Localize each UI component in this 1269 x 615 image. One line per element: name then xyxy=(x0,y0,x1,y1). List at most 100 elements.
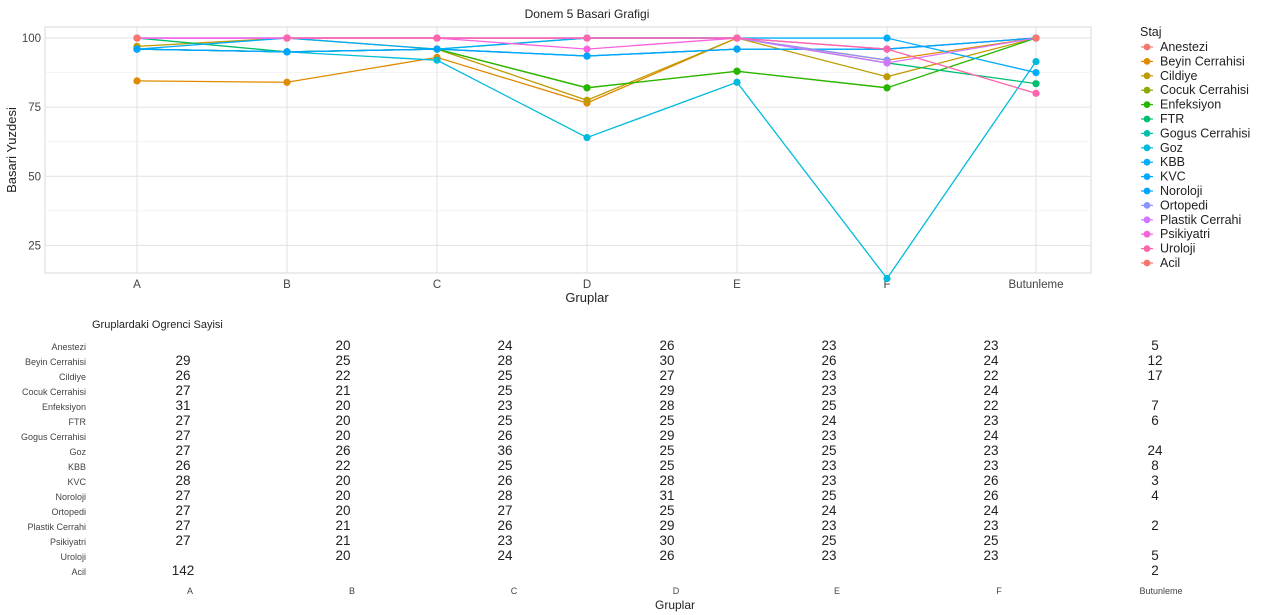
table-cell: 22 xyxy=(335,368,350,383)
table-cell: 27 xyxy=(175,383,190,398)
y-axis-ticks: 25 50 75 100 xyxy=(22,33,41,252)
table-row: KVC 28 20 26 28 23 26 3 xyxy=(67,473,1158,488)
row-label: Acil xyxy=(71,567,86,577)
table-cell: 26 xyxy=(983,473,998,488)
y-tick-label: 100 xyxy=(22,33,41,45)
legend-item: FTR xyxy=(1141,112,1184,126)
legend-key-dot xyxy=(1143,101,1151,108)
legend-key-dot xyxy=(1143,86,1151,94)
table-cell: 23 xyxy=(821,338,836,353)
table-cell: 7 xyxy=(1151,398,1159,413)
data-point xyxy=(583,45,591,53)
plot-panel xyxy=(44,26,1092,274)
table-cell: 24 xyxy=(821,413,837,428)
table-cell: 28 xyxy=(175,473,190,488)
data-point xyxy=(283,34,291,42)
table-cell: 24 xyxy=(983,353,999,368)
table-row: KBB 26 22 25 25 23 23 8 xyxy=(68,458,1159,473)
row-label: Uroloji xyxy=(60,552,86,562)
table-cell: 26 xyxy=(659,548,674,563)
table-cell: 12 xyxy=(1147,353,1162,368)
data-point xyxy=(883,73,891,81)
table-cell: 8 xyxy=(1151,458,1159,473)
legend-key-dot xyxy=(1143,173,1151,181)
table-cell: 25 xyxy=(659,458,674,473)
data-point xyxy=(733,78,741,86)
row-label: Cildiye xyxy=(59,372,86,382)
table-cell: 30 xyxy=(659,533,674,548)
table-cell: 25 xyxy=(821,398,836,413)
x-tick-label: B xyxy=(283,279,291,291)
table-cell: 22 xyxy=(983,398,998,413)
legend-label: Cildiye xyxy=(1160,69,1198,83)
table-cell: 23 xyxy=(983,548,998,563)
table-cell: 29 xyxy=(659,518,674,533)
data-point xyxy=(883,84,891,92)
series-uroloji xyxy=(283,34,1040,97)
legend-item: Plastik Cerrahi xyxy=(1141,213,1241,227)
table-row: Gogus Cerrahisi 27 20 26 29 23 24 xyxy=(21,428,999,443)
table-cell: 24 xyxy=(1147,443,1163,458)
legend-label: Beyin Cerrahisi xyxy=(1160,54,1245,68)
legend-item: Noroloji xyxy=(1141,184,1202,198)
table-cell: 23 xyxy=(983,338,998,353)
data-point xyxy=(583,52,591,60)
legend-key-dot xyxy=(1143,202,1151,209)
data-point xyxy=(583,34,591,42)
table-cell: 23 xyxy=(821,548,836,563)
data-point xyxy=(1032,57,1040,66)
table-cell: 24 xyxy=(983,503,999,518)
legend-key-dot xyxy=(1143,187,1151,195)
table-row: Uroloji 20 24 26 23 23 5 xyxy=(60,548,1158,563)
data-point xyxy=(733,67,741,75)
grid-lines xyxy=(45,27,1091,273)
table-cell: 26 xyxy=(497,518,512,533)
legend-label: Gogus Cerrahisi xyxy=(1160,126,1250,140)
table-cell: 22 xyxy=(983,368,998,383)
row-label: Noroloji xyxy=(55,492,86,502)
table-cell: 27 xyxy=(175,428,190,443)
table-cell: 31 xyxy=(175,398,190,413)
table-cell: 29 xyxy=(659,428,674,443)
table-cell: 25 xyxy=(659,443,674,458)
data-point xyxy=(733,45,741,53)
table-cell: 27 xyxy=(659,368,674,383)
legend-item: Anestezi xyxy=(1141,40,1208,54)
table-cell: 21 xyxy=(335,518,350,533)
table-cell: 23 xyxy=(983,518,998,533)
table-row: Ortopedi 27 20 27 25 24 24 xyxy=(51,503,999,518)
table-cell: 25 xyxy=(983,533,998,548)
legend-item: Uroloji xyxy=(1141,242,1195,256)
table-cell: 23 xyxy=(821,518,836,533)
table-cell: 20 xyxy=(335,413,350,428)
row-label: Psikiyatri xyxy=(50,537,86,547)
data-point xyxy=(433,56,441,64)
table-cell: 27 xyxy=(175,413,190,428)
table-row: Beyin Cerrahisi 29 25 28 30 26 24 12 xyxy=(25,353,1163,368)
table-cell: 25 xyxy=(497,368,512,383)
data-point xyxy=(133,77,141,85)
table-cell: 27 xyxy=(175,488,190,503)
series-lines xyxy=(133,34,1040,283)
table-row: Plastik Cerrahi 27 21 26 29 23 23 2 xyxy=(27,518,1158,533)
column-label: D xyxy=(673,586,680,596)
data-point xyxy=(883,59,891,67)
table-cell: 24 xyxy=(497,338,513,353)
table-cell: 27 xyxy=(175,443,190,458)
table-cell: 26 xyxy=(497,473,512,488)
table-cell: 6 xyxy=(1151,413,1159,428)
data-point xyxy=(433,34,441,42)
table-cell: 31 xyxy=(659,488,674,503)
legend-key-dot xyxy=(1143,245,1151,253)
data-point xyxy=(133,34,141,42)
legend-label: KBB xyxy=(1160,155,1185,169)
legend-key-dot xyxy=(1143,115,1151,123)
table-cell: 25 xyxy=(497,413,512,428)
data-point xyxy=(283,78,291,86)
legend-item: Gogus Cerrahisi xyxy=(1141,126,1250,140)
y-axis-title: Basari Yuzdesi xyxy=(4,107,19,193)
row-label: Gogus Cerrahisi xyxy=(21,432,86,442)
table-cell: 20 xyxy=(335,428,350,443)
row-label: Cocuk Cerrahisi xyxy=(22,387,86,397)
